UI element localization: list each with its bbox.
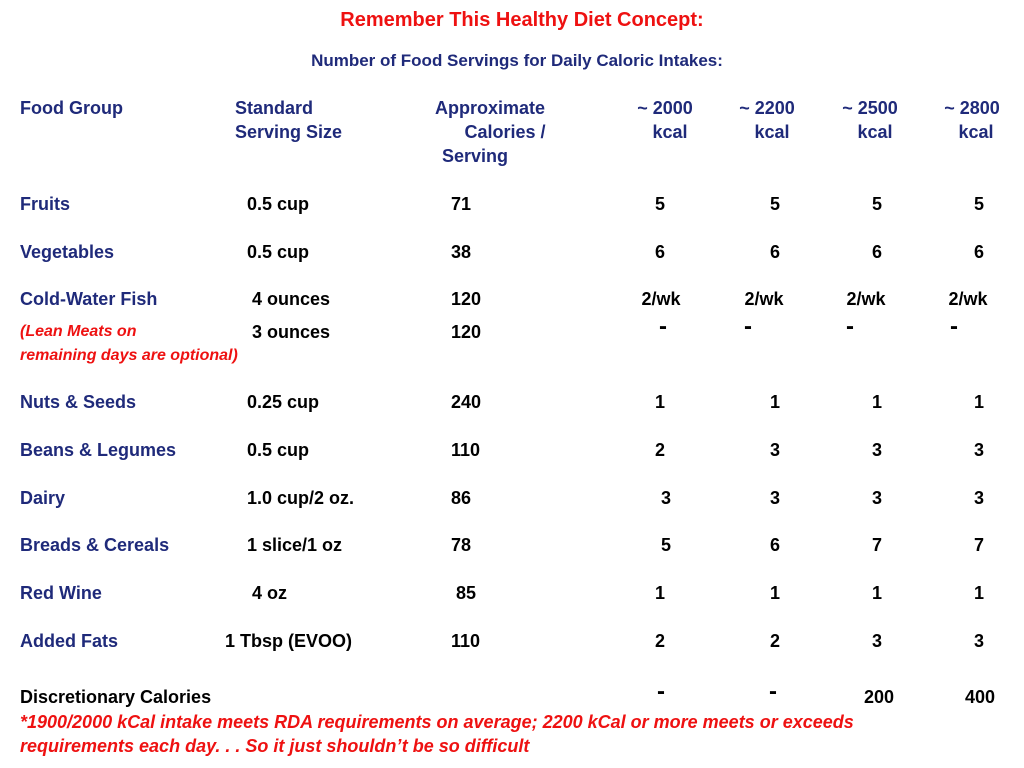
row-serving-size: 4 oz	[252, 583, 288, 603]
row-food-name: Red Wine	[20, 583, 102, 603]
row-calories: 240	[451, 392, 482, 412]
row-servings-2500: 3	[871, 440, 882, 460]
row-servings-2800: 3	[973, 440, 984, 460]
row-servings-2800: 3	[973, 631, 984, 651]
row-servings-2800: 6	[973, 242, 984, 262]
row-servings-2200: 6	[769, 535, 780, 555]
row-serving-size: 4 ounces	[252, 289, 331, 309]
row-servings-2200: -	[744, 313, 752, 340]
header-2200-line1: ~ 2200	[739, 98, 795, 118]
row-serving-size: 0.5 cup	[247, 242, 310, 262]
row-food-name: Nuts & Seeds	[20, 392, 137, 412]
row-servings-2500: -	[846, 313, 854, 340]
row-servings-2200: 2	[769, 631, 780, 651]
row-servings-2200: 6	[769, 242, 780, 262]
row-servings-2800: 5	[973, 194, 984, 214]
row-servings-2500: 1	[871, 392, 882, 412]
footnote-line2: requirements each day. . . So it just sh…	[20, 736, 530, 756]
row-food-name: Breads & Cereals	[20, 535, 170, 555]
row-serving-size: 0.5 cup	[247, 194, 310, 214]
row-servings-2800: 1	[973, 392, 984, 412]
row-calories: 78	[451, 535, 472, 555]
row-servings-2000: 6	[654, 242, 665, 262]
row-servings-2200: 2/wk	[744, 289, 784, 309]
row-serving-size: 0.5 cup	[247, 440, 310, 460]
row-servings-2200: 3	[769, 440, 780, 460]
row-calories: 86	[451, 488, 472, 508]
page-title: Remember This Healthy Diet Concept:	[340, 9, 704, 31]
row-servings-2200: 3	[769, 488, 780, 508]
row-servings-2000: 1	[654, 392, 665, 412]
row-servings-2000: 3	[660, 488, 671, 508]
discretionary-2500: 200	[863, 687, 895, 707]
row-servings-2000: 1	[654, 583, 665, 603]
row-food-name: Beans & Legumes	[20, 440, 177, 460]
header-2800-line2: kcal	[958, 122, 994, 142]
row-serving-size: 0.25 cup	[247, 392, 320, 412]
row-calories: 110	[451, 631, 481, 651]
row-food-name: Vegetables	[20, 242, 115, 262]
page-subtitle: Number of Food Servings for Daily Calori…	[311, 51, 723, 70]
row-servings-2500: 1	[871, 583, 882, 603]
row-servings-2500: 3	[871, 631, 882, 651]
row-servings-2500: 2/wk	[846, 289, 886, 309]
row-servings-2000: 2	[654, 440, 665, 460]
discretionary-label: Discretionary Calories	[20, 687, 212, 707]
row-calories: 110	[451, 440, 481, 460]
row-servings-2800: 2/wk	[948, 289, 988, 309]
row-food-name: Dairy	[20, 488, 66, 508]
row-serving-size: 1 slice/1 oz	[247, 535, 343, 555]
row-servings-2800: 1	[973, 583, 984, 603]
row-calories: 120	[451, 289, 482, 309]
row-servings-2000: 5	[654, 194, 665, 214]
row-servings-2500: 6	[871, 242, 882, 262]
header-serving-line2: Serving Size	[235, 122, 343, 142]
row-food-name: Cold-Water Fish	[20, 289, 158, 309]
row-servings-2000: 2	[654, 631, 665, 651]
header-2200-line2: kcal	[754, 122, 790, 142]
discretionary-2800: 400	[964, 687, 996, 707]
header-2000-line1: ~ 2000	[637, 98, 693, 118]
header-serving-line1: Standard	[235, 98, 314, 118]
row-serving-size: 1 Tbsp (EVOO)	[225, 631, 353, 651]
row-serving-size: 1.0 cup/2 oz.	[247, 488, 355, 508]
header-calories-line1: Approximate	[434, 98, 546, 118]
row-servings-2200: 1	[769, 583, 780, 603]
row-servings-2500: 7	[871, 535, 882, 555]
row-food-name-line1: (Lean Meats on	[20, 323, 137, 340]
row-servings-2000: 2/wk	[641, 289, 681, 309]
row-servings-2800: 7	[973, 535, 984, 555]
row-serving-size: 3 ounces	[252, 322, 331, 342]
header-food-group: Food Group	[20, 98, 123, 118]
header-calories-line2: Calories /	[464, 122, 546, 142]
row-food-name: Fruits	[20, 194, 71, 214]
row-calories: 85	[456, 583, 477, 603]
header-2500-line2: kcal	[857, 122, 893, 142]
row-servings-2800: 3	[973, 488, 984, 508]
row-calories: 38	[451, 242, 472, 262]
discretionary-2000: -	[657, 678, 665, 705]
row-servings-2000: 5	[660, 535, 671, 555]
row-servings-2200: 1	[769, 392, 780, 412]
header-calories-line3: Serving	[441, 146, 509, 166]
header-2000-line2: kcal	[652, 122, 688, 142]
header-2500-line1: ~ 2500	[842, 98, 898, 118]
header-2800-line1: ~ 2800	[944, 98, 1000, 118]
discretionary-2200: -	[769, 678, 777, 705]
row-servings-2500: 3	[871, 488, 882, 508]
footnote-line1: *1900/2000 kCal intake meets RDA require…	[20, 712, 854, 732]
row-food-name: Added Fats	[20, 631, 119, 651]
row-food-name-line2: remaining days are optional)	[20, 347, 238, 364]
row-servings-2000: -	[659, 313, 667, 340]
row-calories: 120	[451, 322, 482, 342]
row-servings-2500: 5	[871, 194, 882, 214]
row-calories: 71	[451, 194, 472, 214]
row-servings-2800: -	[950, 313, 958, 340]
row-servings-2200: 5	[769, 194, 780, 214]
